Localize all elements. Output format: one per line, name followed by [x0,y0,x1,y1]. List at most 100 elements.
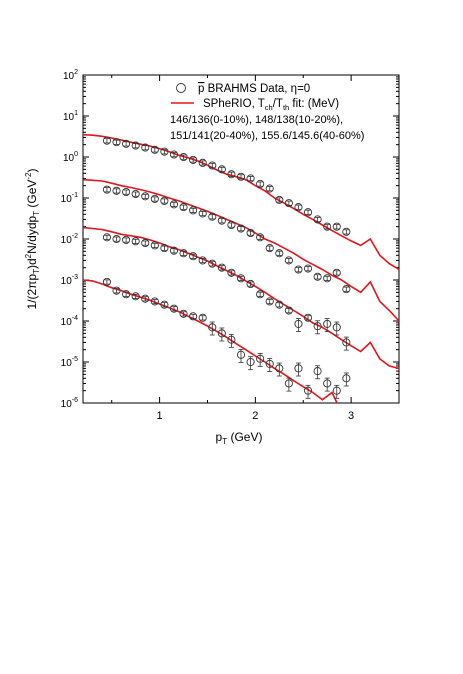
data-point [189,155,198,164]
data-point [208,259,217,268]
data-point [294,364,303,373]
y-tick-label: 10-6 [61,397,78,410]
data-point [246,228,255,238]
y-axis-label: 1/(2πpT)d2N/dydpT (GeV-2) [24,168,41,309]
y-tick-label: 10-4 [61,315,78,328]
data-point [284,379,293,388]
data-point [342,374,351,383]
legend-model-sub1: ch [265,103,273,112]
data-point [160,244,169,253]
data-point [160,147,169,156]
y-tick-exp: -6 [72,397,78,404]
data-point [294,265,303,274]
data-point [256,354,265,363]
y-tick-exp: -2 [72,233,78,240]
y-tick-label: 10-3 [61,274,78,287]
data-point [323,379,332,388]
data-point [284,306,293,315]
legend-model-mid: /T [273,98,283,110]
data-point [265,359,274,368]
data-point [275,195,284,204]
y-tick-exp: -3 [72,274,78,281]
x-axis-label-main: p [216,430,223,444]
y-tick-label: 101 [63,110,78,123]
data-point [131,292,140,301]
data-point [169,150,179,159]
data-point [303,386,313,395]
y-tick-exp: 2 [74,69,78,76]
legend-data-pbar: p [198,83,204,95]
data-point [284,256,293,265]
data-point [227,335,236,344]
y-tick-base: 10 [63,112,75,123]
data-point [112,186,121,195]
data-point [141,238,150,248]
data-point [236,172,246,181]
legend: p BRAHMS Data, η=0 SPheRIO, Tch/Tth fit:… [170,83,364,142]
y-label-prefix: 1/(2πp [25,274,39,310]
data-point [160,300,169,309]
data-point [131,141,140,150]
y-tick-base: 10 [61,399,73,410]
y-tick-base: 10 [61,194,73,205]
y-label-close: ) [25,168,39,172]
data-point [112,286,121,295]
y-tick-label: 10-2 [61,233,78,246]
y-tick-exp: -4 [72,315,78,322]
series-group [83,133,399,403]
data-point [236,274,246,283]
data-point [208,212,217,221]
data-point [122,235,131,244]
x-tick-group: 1 2 3 [111,75,400,422]
data-point [294,203,303,212]
y-tick-base: 10 [61,317,73,328]
data-point [122,187,131,197]
y-label-mid: )d [25,258,39,269]
data-point [179,309,188,318]
data-point [169,304,179,313]
data-point [179,152,188,162]
legend-model-post: fit: (MeV) [289,98,339,110]
data-point [265,184,274,193]
data-point [332,268,341,277]
data-point [342,285,351,294]
data-point [303,208,313,217]
data-point [265,297,274,306]
data-point [189,312,198,321]
y-tick-base: 10 [63,71,75,82]
data-point [131,237,140,246]
data-point [313,367,322,376]
data-point [342,338,351,347]
data-point [141,294,150,303]
y-label-sup2: -2 [24,172,33,180]
model-curve-4 [83,279,338,403]
data-point [313,322,322,331]
data-point [208,323,217,332]
x-axis-label-unit: (GeV) [227,430,262,444]
data-point [179,203,188,212]
y-tick-base: 10 [61,358,73,369]
legend-data-marker [176,83,186,93]
data-point [169,246,179,255]
data-point [217,216,226,225]
data-point [275,364,284,373]
data-point [131,189,140,199]
data-point [236,350,246,359]
data-point [303,264,313,273]
data-point [102,136,111,145]
y-tick-base: 10 [61,276,73,287]
data-point [141,143,150,152]
data-point [236,224,246,233]
data-point [227,170,236,179]
data-point [323,319,332,328]
data-point [189,206,198,215]
model-curve-2 [83,178,399,322]
y-tick-label: 100 [63,151,78,164]
y-tick-exp: 0 [74,151,78,158]
data-point [102,277,111,286]
model-curve-1 [83,133,399,271]
data-point [275,300,284,309]
data-point [275,249,284,258]
data-point [227,268,236,277]
data-point [284,199,293,208]
